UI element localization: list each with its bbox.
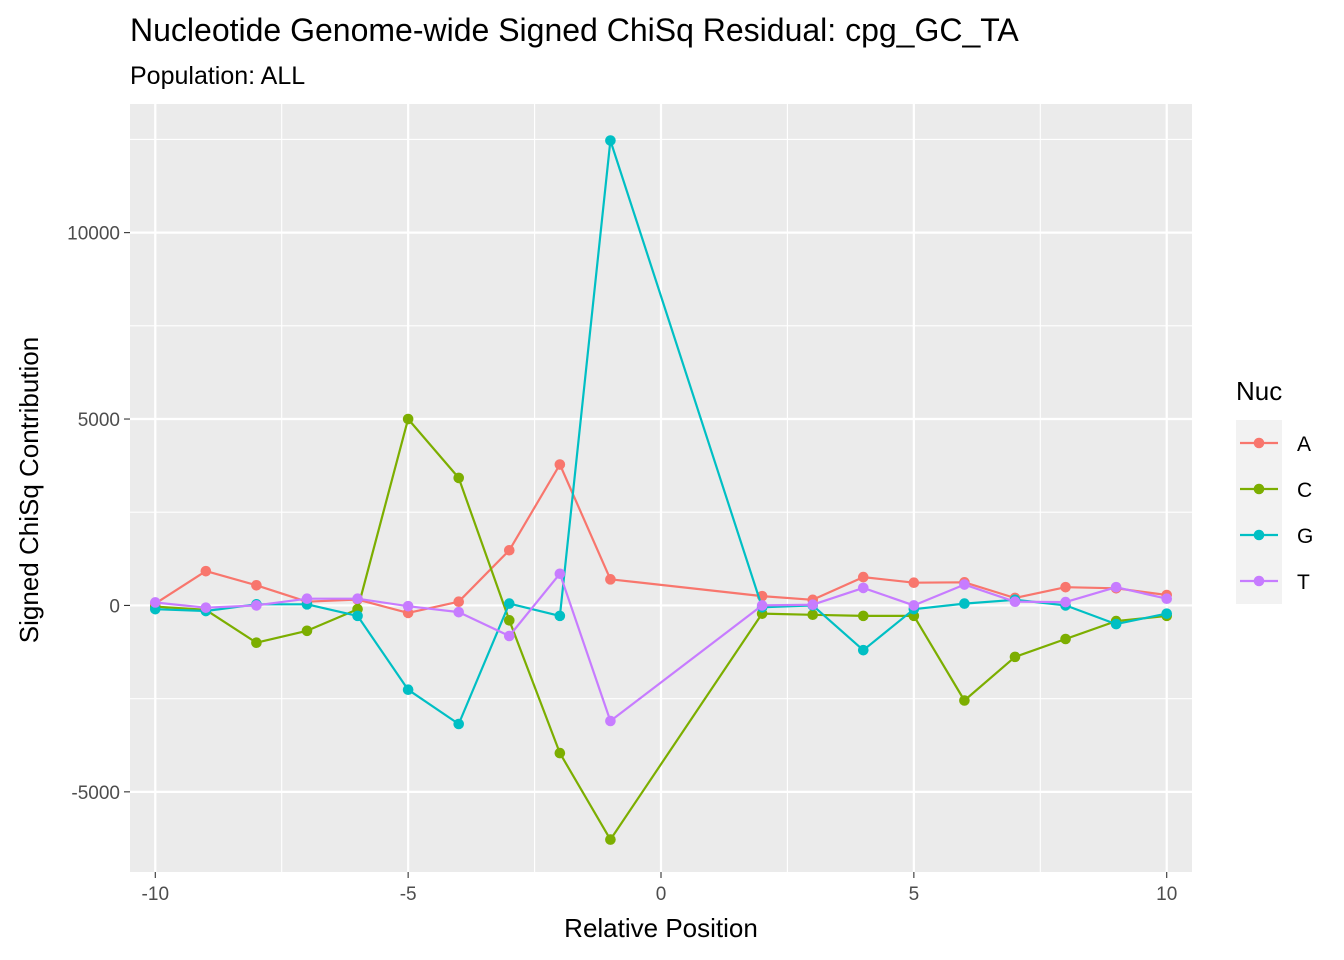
chart-subtitle: Population: ALL — [130, 62, 305, 90]
data-point-T — [807, 599, 819, 610]
data-point-G — [402, 684, 414, 695]
data-point-A — [605, 574, 616, 585]
x-axis-title: Relative Position — [564, 913, 758, 943]
data-point-G — [352, 610, 363, 622]
y-axis-title: Signed ChiSq Contribution — [14, 337, 44, 643]
data-point-A — [503, 544, 515, 556]
data-point-G — [605, 135, 616, 146]
data-point-G — [857, 644, 869, 656]
data-point-T — [1161, 593, 1173, 605]
data-point-A — [200, 565, 212, 577]
data-point-C — [301, 625, 313, 637]
data-point-T — [908, 600, 920, 611]
data-point-C — [857, 610, 869, 622]
data-point-T — [857, 582, 869, 594]
legend-label-T: T — [1297, 571, 1310, 594]
series-layer — [149, 135, 1173, 845]
legend-label-G: G — [1297, 525, 1313, 548]
x-axis: -10 -5 0 5 10 — [142, 872, 1177, 905]
data-point-C — [605, 834, 616, 845]
data-point-T — [756, 600, 768, 611]
y-axis: -5000 0 5000 10000 — [67, 224, 130, 804]
y-tick-label: 10000 — [67, 224, 120, 245]
data-point-T — [959, 579, 970, 590]
data-point-T — [402, 600, 414, 612]
y-tick-label: 0 — [109, 596, 120, 617]
data-point-C — [959, 695, 970, 706]
legend-label-A: A — [1297, 433, 1311, 456]
data-point-C — [1060, 633, 1071, 645]
x-tick-label: 10 — [1156, 884, 1177, 905]
data-point-T — [149, 597, 161, 608]
data-point-G — [959, 598, 970, 609]
y-tick-label: -5000 — [71, 783, 120, 804]
data-point-G — [1161, 608, 1173, 619]
grid-major — [130, 104, 1192, 872]
data-point-T — [1110, 581, 1122, 593]
data-point-G — [1110, 618, 1122, 630]
data-point-T — [1009, 596, 1021, 608]
y-tick-label: 5000 — [78, 410, 120, 431]
data-point-C — [554, 747, 566, 759]
x-tick-label: -5 — [400, 884, 417, 905]
data-point-T — [301, 593, 313, 605]
data-point-A — [554, 459, 566, 470]
data-point-G — [453, 718, 465, 730]
data-point-T — [554, 568, 566, 580]
data-point-G — [503, 598, 515, 609]
legend-title: Nuc — [1236, 376, 1282, 406]
legend-key-point-G — [1253, 529, 1265, 541]
data-point-A — [857, 571, 869, 583]
data-point-C — [807, 609, 819, 621]
legend-label-C: C — [1297, 479, 1312, 502]
data-point-T — [200, 602, 212, 613]
data-point-A — [453, 596, 465, 608]
data-point-A — [908, 577, 920, 588]
legend-key-point-C — [1253, 483, 1265, 495]
data-point-T — [605, 715, 616, 727]
data-point-C — [453, 472, 465, 484]
data-point-T — [352, 593, 363, 605]
data-point-T — [1060, 596, 1071, 608]
data-point-C — [402, 413, 414, 425]
data-point-C — [1009, 651, 1021, 663]
x-tick-label: -10 — [142, 884, 169, 905]
data-point-A — [1060, 581, 1071, 593]
data-point-G — [554, 610, 566, 622]
x-tick-label: 5 — [909, 884, 920, 905]
legend-key-point-T — [1253, 575, 1265, 587]
chart-title: Nucleotide Genome-wide Signed ChiSq Resi… — [130, 12, 1019, 48]
data-point-T — [453, 606, 465, 618]
x-tick-label: 0 — [656, 884, 667, 905]
data-point-C — [251, 637, 262, 649]
data-point-T — [251, 600, 262, 611]
data-point-C — [503, 615, 515, 626]
legend-key-point-A — [1253, 437, 1265, 449]
data-point-T — [503, 630, 515, 642]
data-point-A — [251, 580, 262, 591]
series-T — [149, 568, 1173, 727]
